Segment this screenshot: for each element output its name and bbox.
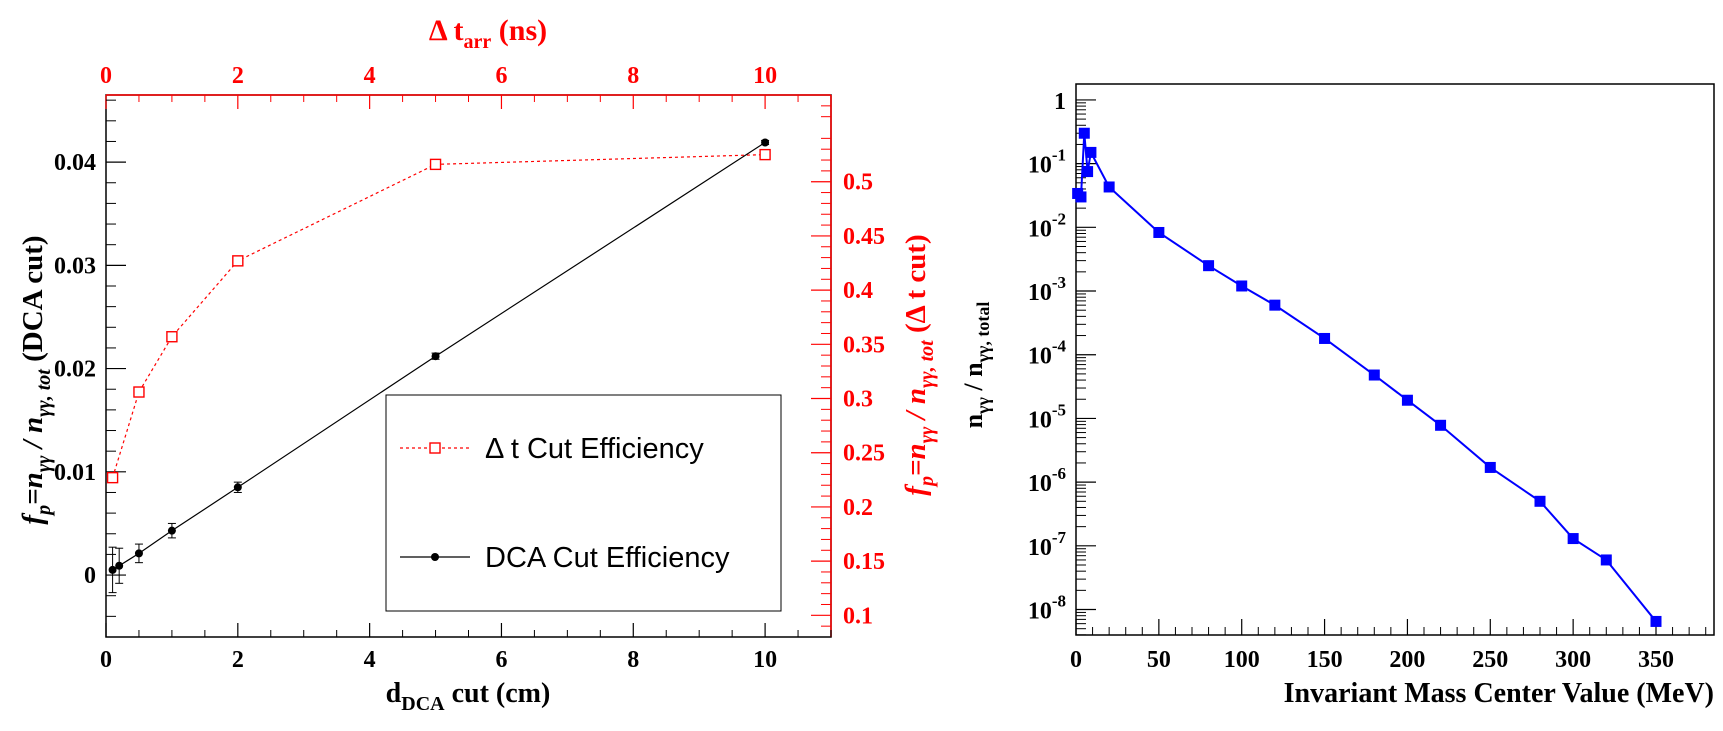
dca-efficiency-point	[134, 549, 143, 558]
dca-efficiency-point	[431, 352, 440, 361]
y2-tick-label: 0.25	[843, 441, 885, 467]
ratio-point	[1078, 127, 1090, 139]
dca-cut-efficiency-chart: 0 2 4 6 8 10 0 2 4 6 8 10 0 0.01 0.02 0.03 0.04 0.1 0.15 0.…	[17, 14, 938, 715]
x-tick-label: 8	[627, 647, 639, 673]
dt-efficiency-line	[112, 154, 766, 478]
x2-tick-label: 8	[627, 63, 639, 89]
y-tick-label: 10-4	[1028, 337, 1067, 370]
y2-tick-label: 0.4	[843, 278, 873, 304]
invariant-mass-chart: 0 50 100 150 200 250 300 350 10-8 10-7 10-6 10-5 10-…	[959, 83, 1715, 709]
x2-tick-label: 0	[100, 63, 112, 89]
y-tick-label: 0.04	[54, 150, 96, 176]
x-tick-label: 0	[1070, 647, 1082, 673]
x2-tick-label: 2	[232, 63, 244, 89]
ratio-point	[1484, 461, 1496, 473]
dt-efficiency-point	[133, 386, 145, 398]
dt-efficiency-point	[429, 158, 442, 171]
legend-dt-label: Δ t Cut Efficiency	[485, 433, 704, 465]
ratio-point	[1319, 332, 1331, 344]
legend-dca-label: DCA Cut Efficiency	[485, 542, 730, 574]
x-tick-label: 50	[1147, 647, 1171, 673]
x-tick-label: 300	[1555, 647, 1591, 673]
y2-tick-label: 0.5	[843, 170, 873, 196]
x-tick-label: 100	[1224, 647, 1260, 673]
x-tick-label: 4	[364, 647, 376, 673]
left-top-axis-title: Δ tarr (ns)	[429, 14, 547, 53]
dca-efficiency-point	[233, 483, 242, 492]
y2-tick-label: 0.1	[843, 603, 873, 629]
x-tick-label: 250	[1472, 647, 1508, 673]
y2-tick-label: 0.2	[843, 495, 873, 521]
dca-efficiency-point	[761, 138, 770, 147]
y-tick-label: 0.03	[54, 253, 96, 279]
left-right-axis-title: fp=nγγ / nγγ, tot (Δ t cut)	[900, 234, 938, 495]
y-tick-label: 10-2	[1028, 209, 1066, 242]
ratio-point	[1236, 280, 1248, 292]
right-y-axis-title: nγγ / nγγ, total	[959, 302, 993, 429]
dt-efficiency-point	[232, 255, 244, 267]
legend-dca-marker	[431, 553, 439, 561]
ratio-point	[1567, 533, 1579, 545]
y-tick-label: 0.02	[54, 357, 96, 383]
x-tick-label: 200	[1389, 647, 1425, 673]
ratio-point	[1368, 369, 1380, 381]
dt-efficiency-point	[759, 148, 771, 161]
y-tick-label: 0	[84, 563, 96, 589]
y-tick-label: 10-6	[1028, 464, 1066, 497]
left-legend: Δ t Cut Efficiency DCA Cut Efficiency	[385, 394, 782, 612]
left-x-axis-title: dDCA cut (cm)	[386, 678, 551, 715]
ratio-point	[1153, 226, 1165, 238]
ratio-point	[1650, 615, 1662, 627]
dt-efficiency-point	[166, 331, 178, 343]
legend-box	[385, 394, 782, 612]
y2-tick-label: 0.3	[843, 387, 873, 413]
x-tick-label: 350	[1638, 647, 1674, 673]
legend-dt-marker	[429, 442, 441, 454]
dca-efficiency-point	[115, 561, 124, 570]
ratio-point	[1203, 260, 1215, 272]
y-tick-label: 10-3	[1028, 273, 1066, 306]
ratio-point	[1401, 394, 1413, 406]
y-tick-label: 10-1	[1028, 146, 1066, 179]
ratio-point	[1085, 146, 1097, 158]
left-y-axis-title: fp=nγγ / nγγ, tot (DCA cut)	[17, 235, 55, 524]
y-tick-label: 0.01	[54, 460, 96, 486]
ratio-point	[1600, 554, 1612, 566]
dca-efficiency-point	[108, 565, 117, 574]
y-tick-label: 10-7	[1028, 528, 1067, 561]
ratio-point	[1103, 181, 1115, 193]
x2-tick-label: 10	[753, 63, 777, 89]
dca-efficiency-point	[167, 526, 176, 535]
right-plot-frame	[1075, 83, 1715, 636]
y-tick-label: 10-5	[1028, 400, 1066, 433]
ratio-point	[1534, 495, 1546, 507]
x-tick-label: 0	[100, 647, 112, 673]
y-tick-label: 10-8	[1028, 592, 1066, 625]
x2-tick-label: 4	[364, 63, 376, 89]
dt-efficiency-point	[106, 471, 119, 484]
y2-tick-label: 0.35	[843, 332, 885, 358]
ratio-point	[1435, 419, 1447, 431]
ratio-line	[1076, 133, 1657, 623]
x-tick-label: 10	[753, 647, 777, 673]
x2-tick-label: 6	[495, 63, 507, 89]
ratio-point	[1269, 299, 1281, 311]
x-tick-label: 2	[232, 647, 244, 673]
ratio-point	[1075, 191, 1087, 203]
y-tick-label: 1	[1054, 89, 1066, 115]
ratio-point	[1082, 166, 1094, 178]
x-tick-label: 6	[495, 647, 507, 673]
y2-tick-label: 0.45	[843, 224, 885, 250]
right-x-axis-title: Invariant Mass Center Value (MeV)	[1284, 678, 1714, 709]
y2-tick-label: 0.15	[843, 549, 885, 575]
x-tick-label: 150	[1307, 647, 1343, 673]
